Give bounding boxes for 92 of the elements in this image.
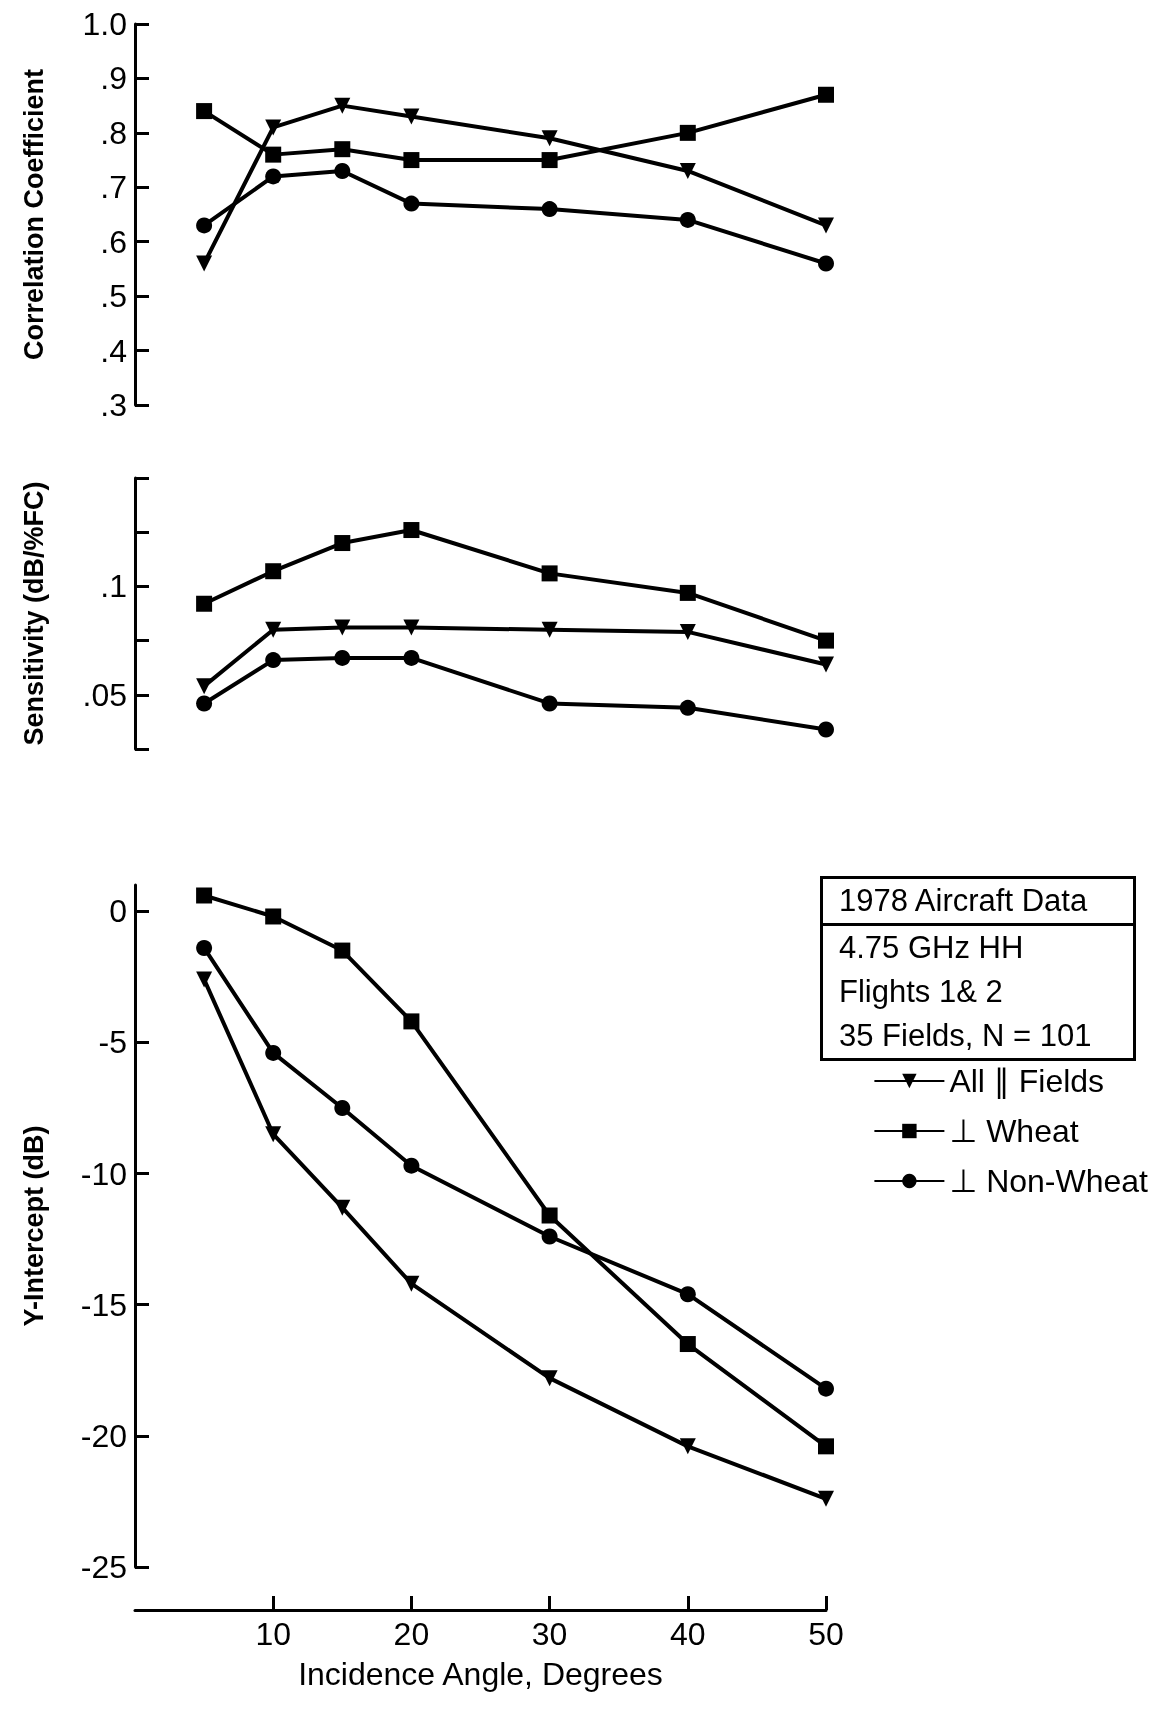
point xyxy=(265,146,282,163)
point xyxy=(541,1228,558,1245)
point xyxy=(541,565,558,582)
point xyxy=(403,108,420,125)
y-tick-label: 1.0 xyxy=(82,6,127,42)
x-tick-label: 20 xyxy=(393,1616,430,1652)
point xyxy=(265,1044,282,1061)
point xyxy=(679,211,696,228)
y-tick-label: .05 xyxy=(82,676,127,713)
point xyxy=(541,695,558,712)
point xyxy=(679,1438,696,1455)
y-tick-label: -20 xyxy=(80,1417,127,1454)
legend-label: All ∥ Fields xyxy=(949,1063,1105,1099)
point xyxy=(196,971,213,988)
legend-label: ⊥ Wheat xyxy=(949,1113,1079,1149)
point xyxy=(541,130,558,147)
y-tick-label: .4 xyxy=(100,332,127,369)
y-tick-label: -25 xyxy=(80,1549,127,1585)
y-tick-label: .6 xyxy=(100,223,127,260)
point xyxy=(541,152,558,169)
point xyxy=(818,1380,834,1397)
point xyxy=(265,652,282,669)
point xyxy=(679,584,696,601)
point xyxy=(196,595,213,612)
point xyxy=(265,563,282,580)
point xyxy=(265,119,282,136)
legend-label: ⊥ Non-Wheat xyxy=(949,1163,1149,1199)
y-axis-title: Correlation Coefficient xyxy=(18,68,49,361)
y-tick-label: -5 xyxy=(98,1024,127,1061)
y-axis-title: Y-Intercept (dB) xyxy=(18,1125,49,1327)
y-axis-title: Sensitivity (dB/%FC) xyxy=(18,481,49,746)
point xyxy=(818,1490,834,1507)
point xyxy=(403,1275,420,1292)
point xyxy=(334,619,351,636)
y-tick-label: .1 xyxy=(100,568,127,605)
point xyxy=(679,162,696,179)
point xyxy=(818,1438,834,1455)
point xyxy=(679,1286,696,1303)
y-tick-label: .8 xyxy=(100,114,127,151)
point xyxy=(265,168,282,185)
point xyxy=(196,678,213,695)
point xyxy=(265,621,282,638)
point xyxy=(334,942,351,959)
y-tick-label: -15 xyxy=(80,1286,127,1323)
point xyxy=(334,535,351,552)
x-tick-label: 50 xyxy=(808,1616,844,1652)
x-axis-title: Incidence Angle, Degrees xyxy=(298,1656,663,1692)
point xyxy=(403,649,420,666)
y-tick-label: -10 xyxy=(80,1155,127,1192)
point xyxy=(196,695,213,712)
point xyxy=(679,623,696,640)
point xyxy=(541,1370,558,1387)
point xyxy=(403,152,420,169)
point xyxy=(196,887,213,904)
point xyxy=(334,649,351,666)
point xyxy=(818,86,834,103)
point xyxy=(679,1336,696,1353)
point xyxy=(679,124,696,141)
point xyxy=(334,141,351,158)
point xyxy=(818,632,834,649)
point xyxy=(196,939,213,956)
point xyxy=(403,1013,420,1030)
point xyxy=(265,1126,282,1143)
point xyxy=(403,522,420,539)
x-tick-label: 40 xyxy=(670,1616,706,1652)
point xyxy=(818,656,834,673)
x-tick-label: 10 xyxy=(255,1616,291,1652)
point xyxy=(541,621,558,638)
y-tick-label: 0 xyxy=(109,893,127,930)
point xyxy=(334,162,351,179)
point xyxy=(541,201,558,218)
y-tick-label: .9 xyxy=(100,60,127,97)
point xyxy=(541,1207,558,1224)
point xyxy=(403,195,420,212)
y-tick-label: .7 xyxy=(100,169,127,206)
note-box: 1978 Aircraft Data 4.75 GHz HH Flights 1& 2 35 Fields, N = 101 xyxy=(820,876,1136,1061)
point xyxy=(818,721,834,738)
x-tick-label: 30 xyxy=(531,1616,568,1652)
y-tick-label: .3 xyxy=(100,387,127,423)
point xyxy=(334,97,351,114)
point xyxy=(403,1157,420,1174)
point xyxy=(403,619,420,636)
y-tick-label: .5 xyxy=(100,278,127,315)
point xyxy=(196,217,213,234)
point xyxy=(679,699,696,716)
point xyxy=(818,217,834,234)
point xyxy=(334,1099,351,1116)
point xyxy=(265,908,282,925)
point xyxy=(196,103,213,120)
point xyxy=(818,255,834,272)
point xyxy=(334,1199,351,1216)
point xyxy=(196,255,213,272)
